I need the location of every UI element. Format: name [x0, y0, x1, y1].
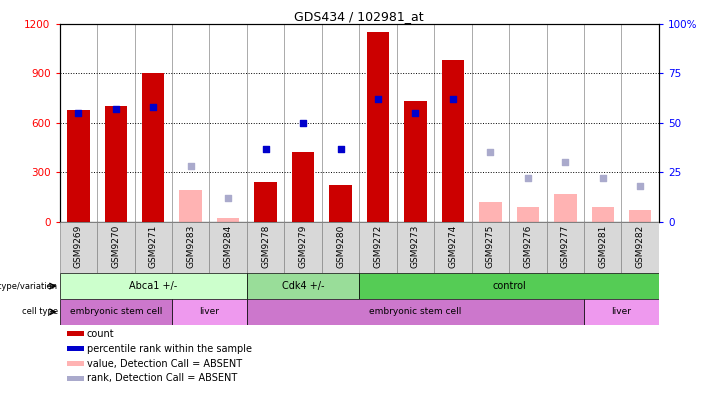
Bar	[104, 106, 127, 222]
Point	[372, 96, 383, 102]
Text: GSM9281: GSM9281	[598, 224, 607, 268]
Bar	[292, 152, 314, 222]
Text: GSM9277: GSM9277	[561, 224, 570, 268]
Text: embryonic stem cell: embryonic stem cell	[369, 307, 462, 316]
Bar	[404, 101, 427, 222]
Bar	[285, 222, 322, 273]
Point	[260, 145, 271, 152]
Bar	[584, 299, 659, 325]
Bar	[622, 222, 659, 273]
Point	[185, 163, 196, 169]
Bar	[472, 222, 509, 273]
Point	[110, 106, 121, 112]
Point	[597, 175, 608, 181]
Bar	[135, 222, 172, 273]
Text: genotype/variation: genotype/variation	[0, 282, 57, 291]
Text: rank, Detection Call = ABSENT: rank, Detection Call = ABSENT	[87, 373, 237, 383]
Bar	[359, 222, 397, 273]
Bar	[60, 273, 247, 299]
Point	[410, 110, 421, 116]
Bar	[517, 207, 539, 222]
Bar	[442, 60, 464, 222]
Point	[73, 110, 84, 116]
Bar	[210, 222, 247, 273]
Text: percentile rank within the sample: percentile rank within the sample	[87, 344, 252, 354]
Bar	[97, 222, 135, 273]
Text: GSM9271: GSM9271	[149, 224, 158, 268]
Bar	[592, 207, 614, 222]
Text: cell type: cell type	[22, 307, 57, 316]
Bar	[584, 222, 622, 273]
Bar	[359, 273, 659, 299]
Bar	[142, 73, 165, 222]
Bar	[60, 299, 172, 325]
Bar	[629, 210, 651, 222]
Text: GSM9278: GSM9278	[261, 224, 270, 268]
Bar	[67, 346, 84, 351]
Point	[485, 149, 496, 156]
Text: liver: liver	[199, 307, 219, 316]
Bar	[247, 222, 285, 273]
Text: GSM9280: GSM9280	[336, 224, 345, 268]
Point	[447, 96, 458, 102]
Bar	[172, 299, 247, 325]
Text: control: control	[492, 281, 526, 291]
Text: embryonic stem cell: embryonic stem cell	[69, 307, 162, 316]
Text: GSM9282: GSM9282	[636, 224, 645, 268]
Bar	[60, 222, 97, 273]
Bar	[254, 182, 277, 222]
Text: Cdk4 +/-: Cdk4 +/-	[282, 281, 325, 291]
Point	[148, 104, 159, 110]
Bar	[509, 222, 547, 273]
Point	[297, 120, 308, 126]
Text: liver: liver	[611, 307, 632, 316]
Text: GSM9283: GSM9283	[186, 224, 195, 268]
Text: GSM9270: GSM9270	[111, 224, 121, 268]
Bar	[247, 299, 584, 325]
Bar	[67, 361, 84, 366]
Text: GSM9275: GSM9275	[486, 224, 495, 268]
Bar	[172, 222, 210, 273]
Bar	[479, 202, 502, 222]
Text: GSM9274: GSM9274	[449, 224, 458, 268]
Bar	[554, 194, 576, 222]
Bar	[329, 185, 352, 222]
Bar	[322, 222, 359, 273]
Bar	[67, 376, 84, 381]
Bar	[367, 32, 389, 222]
Point	[522, 175, 533, 181]
Bar	[547, 222, 584, 273]
Bar	[247, 273, 359, 299]
Bar	[397, 222, 434, 273]
Point	[335, 145, 346, 152]
Text: count: count	[87, 329, 114, 339]
Bar	[217, 219, 239, 222]
Text: GSM9273: GSM9273	[411, 224, 420, 268]
Text: value, Detection Call = ABSENT: value, Detection Call = ABSENT	[87, 358, 242, 369]
Text: GSM9279: GSM9279	[299, 224, 308, 268]
Point	[559, 159, 571, 166]
Bar	[179, 190, 202, 222]
Bar	[67, 110, 90, 222]
Bar	[434, 222, 472, 273]
Text: Abca1 +/-: Abca1 +/-	[129, 281, 177, 291]
Point	[222, 195, 233, 201]
Text: GSM9269: GSM9269	[74, 224, 83, 268]
Bar	[67, 331, 84, 336]
Text: GSM9276: GSM9276	[524, 224, 532, 268]
Text: GSM9272: GSM9272	[374, 224, 383, 268]
Text: GSM9284: GSM9284	[224, 224, 233, 268]
Title: GDS434 / 102981_at: GDS434 / 102981_at	[294, 10, 424, 23]
Point	[634, 183, 646, 189]
